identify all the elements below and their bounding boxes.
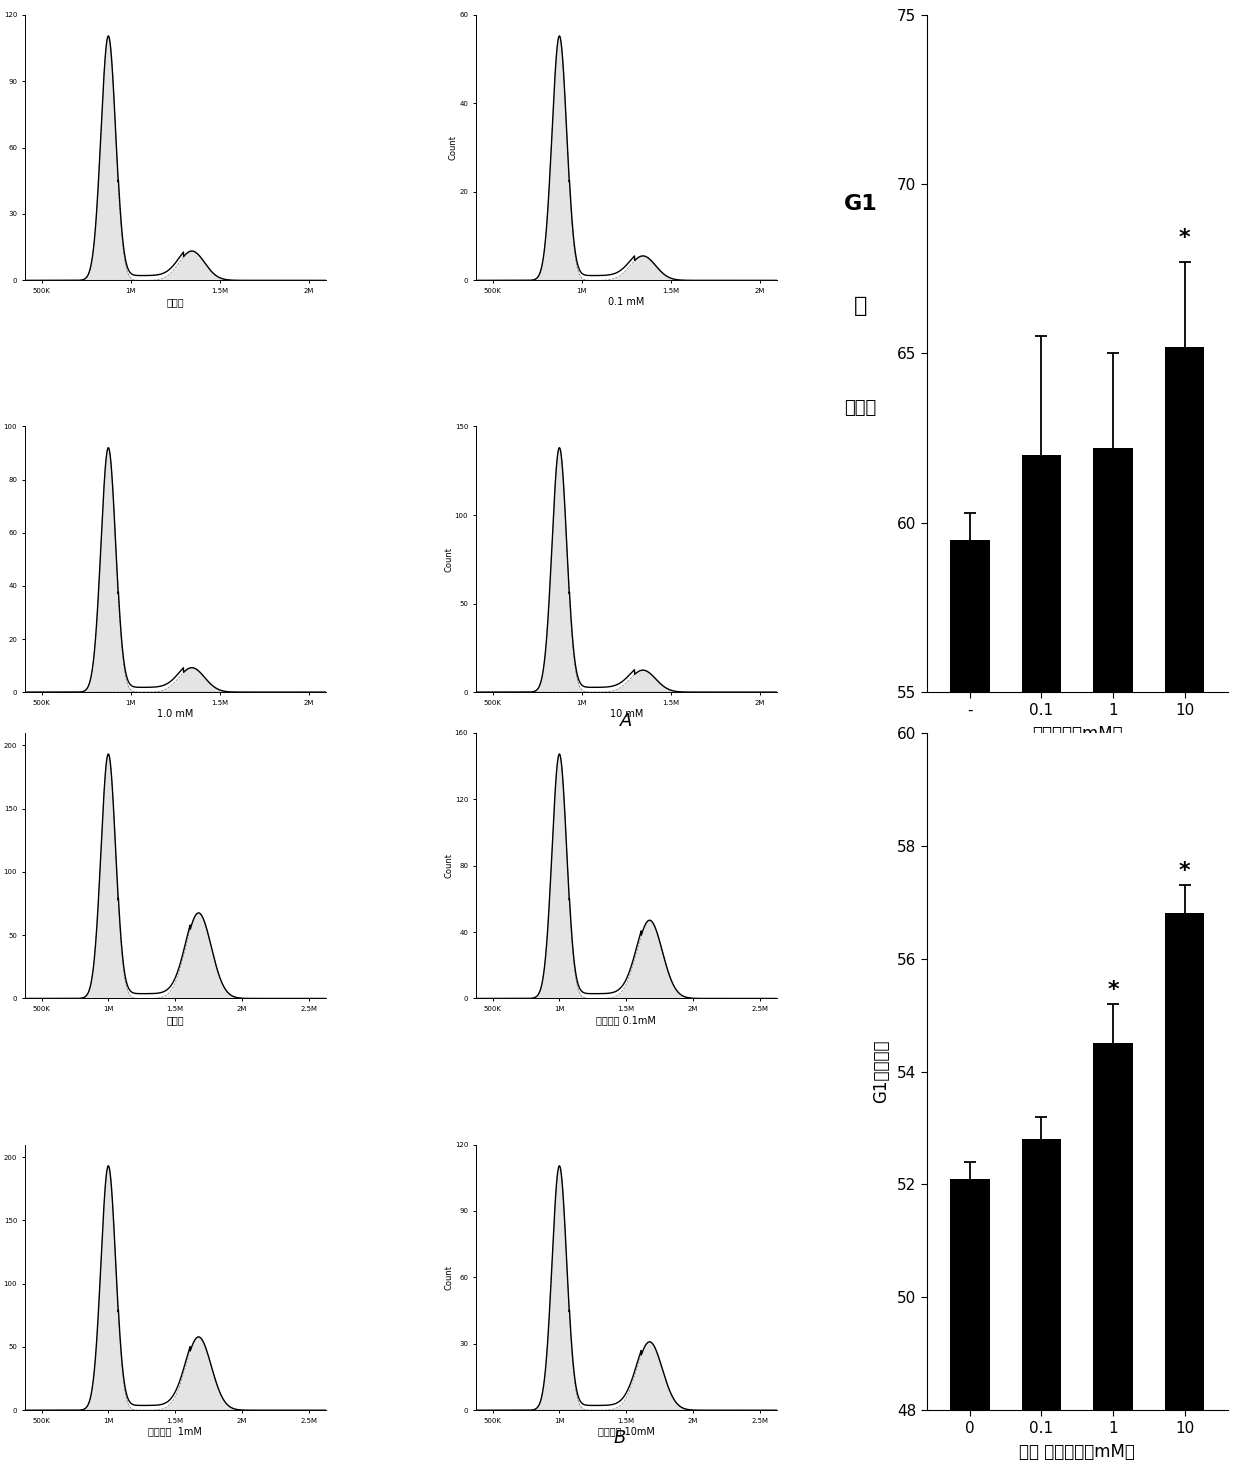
Bar xyxy=(1164,914,1204,1469)
X-axis label: 对照组: 对照组 xyxy=(166,1015,184,1025)
Bar xyxy=(1094,448,1132,1469)
X-axis label: 对照组: 对照组 xyxy=(166,297,184,307)
X-axis label: 0.1 mM: 0.1 mM xyxy=(608,297,645,307)
Bar xyxy=(1022,1140,1061,1469)
Bar xyxy=(1022,455,1061,1469)
X-axis label: 二甲双胍 0.1mM: 二甲双胍 0.1mM xyxy=(596,1015,656,1025)
Text: *: * xyxy=(1179,228,1190,248)
Text: *: * xyxy=(1179,861,1190,881)
X-axis label: 二甲双胍（mM）: 二甲双胍（mM） xyxy=(1032,724,1122,742)
Text: 期: 期 xyxy=(854,295,868,316)
Bar xyxy=(1164,347,1204,1469)
Y-axis label: Count: Count xyxy=(0,546,2,571)
Y-axis label: Count: Count xyxy=(444,546,454,571)
Y-axis label: Count: Count xyxy=(444,853,454,878)
Text: （％）: （％） xyxy=(844,398,877,417)
Text: *: * xyxy=(1107,980,1118,1000)
Y-axis label: Count: Count xyxy=(0,1265,2,1290)
Y-axis label: Count: Count xyxy=(444,1265,454,1290)
Bar xyxy=(1094,1043,1132,1469)
X-axis label: 10 mM: 10 mM xyxy=(610,708,642,718)
Y-axis label: Count: Count xyxy=(0,135,2,160)
Y-axis label: G1期（％）: G1期（％） xyxy=(872,1040,890,1103)
X-axis label: 二甲双胍  1mM: 二甲双胍 1mM xyxy=(149,1426,202,1437)
Y-axis label: Count: Count xyxy=(0,853,2,878)
Bar xyxy=(950,1178,990,1469)
X-axis label: 二甲 双胍浓度（mM）: 二甲 双胍浓度（mM） xyxy=(1019,1443,1135,1460)
Text: G1: G1 xyxy=(844,194,878,214)
X-axis label: 二甲双胍 10mM: 二甲双胍 10mM xyxy=(598,1426,655,1437)
Y-axis label: Count: Count xyxy=(449,135,458,160)
Text: A: A xyxy=(620,711,632,730)
X-axis label: 1.0 mM: 1.0 mM xyxy=(157,708,193,718)
Text: B: B xyxy=(614,1429,626,1447)
Bar xyxy=(950,539,990,1469)
